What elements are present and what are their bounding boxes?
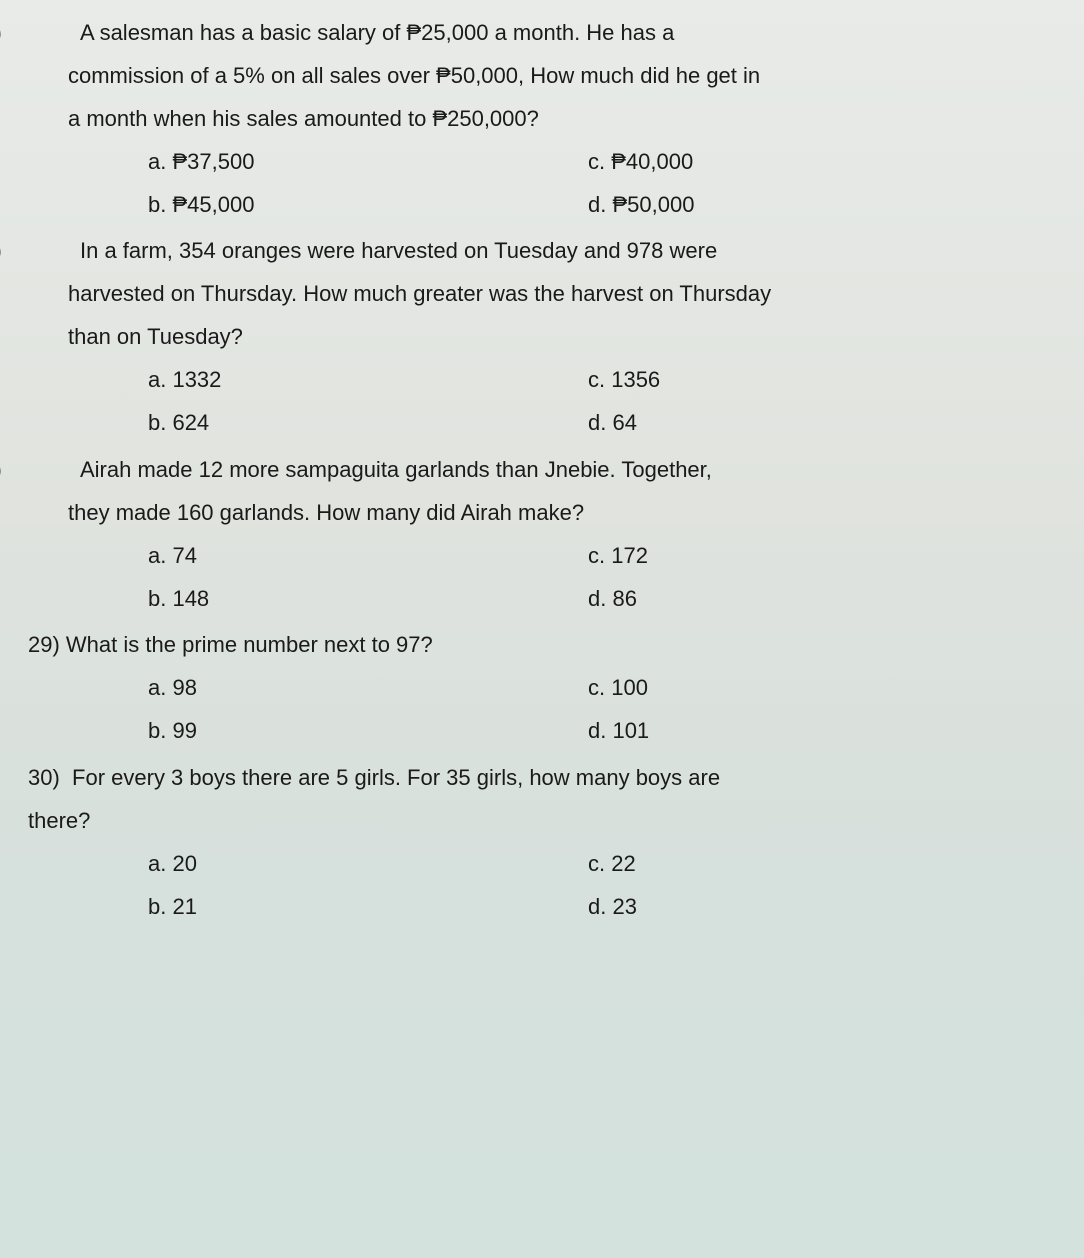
question-text: 30) For every 3 boys there are 5 girls. … — [28, 757, 1056, 800]
question-number: 26) — [28, 12, 80, 55]
question-line: there? — [28, 800, 1056, 843]
question-number: 27) — [28, 230, 80, 273]
choice-row: b. 99 d. 101 — [28, 710, 1056, 753]
choice-c: c. 22 — [588, 843, 1056, 886]
question-27: 27)In a farm, 354 oranges were harvested… — [28, 230, 1056, 444]
choice-a: a. 74 — [148, 535, 588, 578]
question-30: 30) For every 3 boys there are 5 girls. … — [28, 757, 1056, 929]
choice-a: a. ₱37,500 — [148, 141, 588, 184]
choice-row: a. ₱37,500 c. ₱40,000 — [28, 141, 1056, 184]
choice-d: d. 64 — [588, 402, 1056, 445]
choice-d: d. 86 — [588, 578, 1056, 621]
question-line: a month when his sales amounted to ₱250,… — [28, 98, 1056, 141]
question-text: 29) What is the prime number next to 97? — [28, 624, 1056, 667]
question-text: 26)A salesman has a basic salary of ₱25,… — [28, 12, 1056, 55]
choice-row: a. 20 c. 22 — [28, 843, 1056, 886]
choice-row: b. 148 d. 86 — [28, 578, 1056, 621]
choice-d: d. 23 — [588, 886, 1056, 929]
question-line: For every 3 boys there are 5 girls. For … — [72, 765, 720, 790]
question-text: 27)In a farm, 354 oranges were harvested… — [28, 230, 1056, 273]
question-line: In a farm, 354 oranges were harvested on… — [80, 238, 717, 263]
choice-row: a. 98 c. 100 — [28, 667, 1056, 710]
question-29: 29) What is the prime number next to 97?… — [28, 624, 1056, 753]
choice-a: a. 20 — [148, 843, 588, 886]
choice-b: b. 148 — [148, 578, 588, 621]
question-line: harvested on Thursday. How much greater … — [28, 273, 1056, 316]
choice-c: c. 172 — [588, 535, 1056, 578]
choice-row: a. 1332 c. 1356 — [28, 359, 1056, 402]
question-line: than on Tuesday? — [28, 316, 1056, 359]
choice-a: a. 1332 — [148, 359, 588, 402]
question-28: 28)Airah made 12 more sampaguita garland… — [28, 449, 1056, 621]
choice-row: b. 624 d. 64 — [28, 402, 1056, 445]
choice-b: b. 99 — [148, 710, 588, 753]
question-number: 28) — [28, 449, 80, 492]
choice-b: b. 624 — [148, 402, 588, 445]
choice-d: d. ₱50,000 — [588, 184, 1056, 227]
question-26: 26)A salesman has a basic salary of ₱25,… — [28, 12, 1056, 226]
question-line: Airah made 12 more sampaguita garlands t… — [80, 457, 712, 482]
choice-c: c. 100 — [588, 667, 1056, 710]
question-line: What is the prime number next to 97? — [66, 632, 433, 657]
choice-b: b. 21 — [148, 886, 588, 929]
choice-row: b. ₱45,000 d. ₱50,000 — [28, 184, 1056, 227]
question-text: 28)Airah made 12 more sampaguita garland… — [28, 449, 1056, 492]
question-number: 30) — [28, 765, 60, 790]
choice-d: d. 101 — [588, 710, 1056, 753]
question-line: they made 160 garlands. How many did Air… — [28, 492, 1056, 535]
choice-row: b. 21 d. 23 — [28, 886, 1056, 929]
choice-row: a. 74 c. 172 — [28, 535, 1056, 578]
choice-b: b. ₱45,000 — [148, 184, 588, 227]
question-line: A salesman has a basic salary of ₱25,000… — [80, 20, 674, 45]
question-line: commission of a 5% on all sales over ₱50… — [28, 55, 1056, 98]
question-number: 29) — [28, 632, 60, 657]
choice-c: c. ₱40,000 — [588, 141, 1056, 184]
choice-a: a. 98 — [148, 667, 588, 710]
choice-c: c. 1356 — [588, 359, 1056, 402]
